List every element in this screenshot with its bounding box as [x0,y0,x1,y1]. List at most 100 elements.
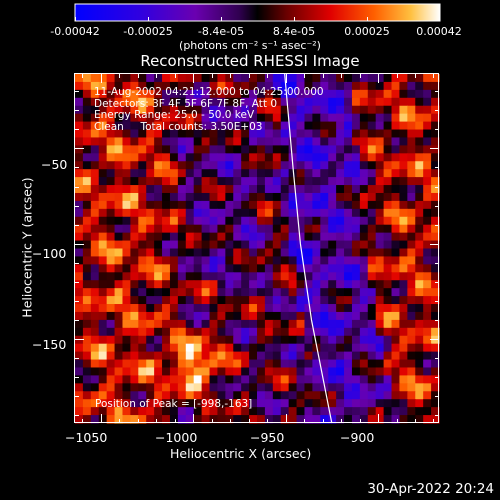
heatmap-cell [415,105,424,115]
heatmap-cell [82,351,92,361]
heatmap-cell [288,311,298,321]
heatmap-cell [264,208,274,218]
heatmap-cell [423,335,432,345]
heatmap-cell [296,89,306,99]
heatmap-cell [90,327,100,337]
heatmap-cell [106,121,116,131]
heatmap-cell [264,185,274,194]
colorbar-tick-label: -8.4e-05 [197,25,245,38]
heatmap-cell [328,256,337,265]
heatmap-cell [257,129,266,139]
heatmap-cell [312,240,321,250]
heatmap-cell [304,319,313,329]
heatmap-cell [146,280,155,289]
heatmap-cell [320,391,329,400]
heatmap-cell [114,248,124,258]
heatmap-cell [336,296,345,305]
heatmap-cell [225,280,234,289]
heatmap-cell [241,304,250,313]
heatmap-cell [344,113,353,123]
heatmap-cell [225,319,234,329]
heatmap-cell [264,335,274,345]
heatmap-cell [82,264,92,273]
heatmap-cell [312,208,321,218]
heatmap-cell [399,304,408,313]
heatmap-cell [193,97,203,107]
heatmap-cell [312,74,321,83]
heatmap-cell [344,248,353,258]
heatmap-cell [399,288,408,297]
heatmap-cell [122,97,131,107]
heatmap-cell [130,145,139,154]
heatmap-cell [312,391,321,400]
heatmap-cell [82,208,92,218]
heatmap-cell [217,113,226,123]
heatmap-cell [296,74,306,83]
heatmap-cell [423,359,432,369]
heatmap-cell [130,391,139,400]
heatmap-cell [344,359,353,369]
heatmap-cell [209,256,219,265]
heatmap-cell [328,272,337,281]
heatmap-cell [391,264,401,273]
heatmap-cell [312,319,321,329]
heatmap-cell [130,97,139,107]
heatmap-cell [201,97,211,107]
heatmap-cell [264,391,274,400]
heatmap-cell [431,169,440,178]
heatmap-cell [407,177,416,186]
heatmap-cell [407,89,416,99]
heatmap-cell [344,375,353,384]
heatmap-cell [328,327,337,337]
heatmap-cell [98,232,108,242]
heatmap-cell [280,335,290,345]
heatmap-cell [193,185,203,194]
heatmap-cell [122,81,131,91]
heatmap-cell [312,367,321,377]
heatmap-cell [431,407,440,416]
heatmap-cell [272,161,282,170]
heatmap-cell [257,391,266,400]
heatmap-cell [249,375,258,384]
heatmap-cell [264,367,274,377]
heatmap-cell [169,319,179,329]
heatmap-cell [431,296,440,305]
heatmap-cell [359,327,369,337]
heatmap-cell [241,185,250,194]
heatmap-cell [344,121,353,131]
heatmap-cell [130,335,139,345]
heatmap-cell [106,137,116,146]
heatmap-cell [431,129,440,139]
heatmap-cell [177,113,187,123]
heatmap-cell [399,375,408,384]
heatmap-cell [415,129,424,139]
heatmap-cell [264,97,274,107]
heatmap-cell [90,192,100,202]
heatmap-cell [177,121,187,131]
heatmap-cell [367,415,377,424]
heatmap-cell [280,304,290,313]
heatmap-cell [106,105,116,115]
heatmap-cell [162,129,171,139]
heatmap-cell [138,74,147,83]
heatmap-cell [249,383,258,392]
heatmap-cell [383,185,393,194]
heatmap-cell [114,335,124,345]
heatmap-cell [138,153,147,162]
heatmap-cell [225,177,234,186]
heatmap-cell [122,121,131,131]
heatmap-cell [249,240,258,250]
heatmap-cell [312,97,321,107]
heatmap-cell [162,415,171,424]
heatmap-cell [154,311,163,321]
heatmap-cell [359,415,369,424]
heatmap-cell [233,343,242,353]
heatmap-cell [217,399,226,408]
heatmap-cell [407,105,416,115]
heatmap-cell [431,248,440,258]
heatmap-cell [312,185,321,194]
heatmap-cell [130,367,139,377]
heatmap-cell [249,192,258,202]
heatmap-cell [162,327,171,337]
heatmap-cell [359,161,369,170]
